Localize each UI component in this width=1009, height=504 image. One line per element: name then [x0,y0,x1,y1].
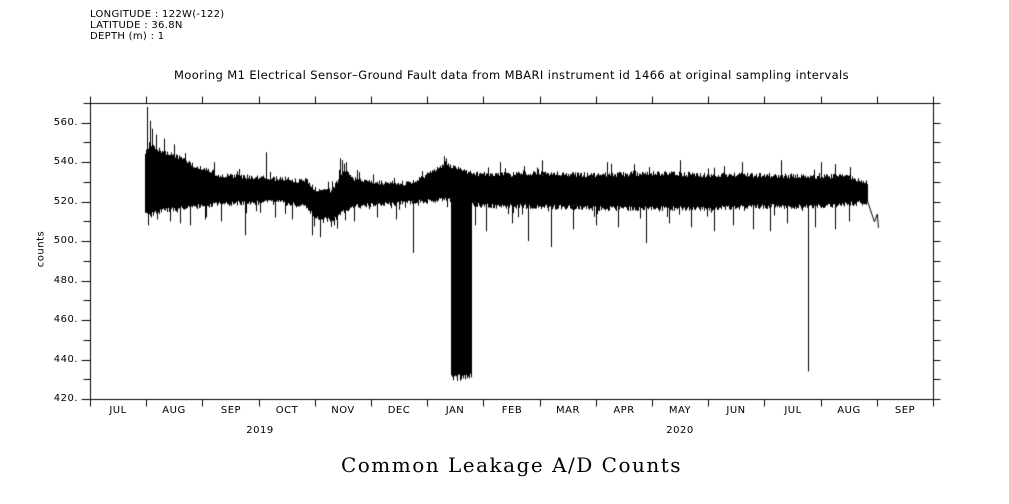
x-month-label-2: SEP [220,405,242,416]
y-tick-label-480: 480. [53,275,78,286]
x-month-label-5: DEC [387,405,411,416]
x-month-label-0: JUL [109,405,127,416]
plot-title: Mooring M1 Electrical Sensor–Ground Faul… [173,68,850,82]
y-tick-label-500: 500. [53,235,78,246]
y-tick-label-440: 440. [53,354,78,365]
x-month-label-12: JUL [784,405,802,416]
x-month-label-3: OCT [275,405,299,416]
x-year-label-2019: 2019 [246,425,274,436]
longitude-label: LONGITUDE : 122W(-122) [90,9,225,20]
x-month-label-1: AUG [162,405,186,416]
x-year-label-2020: 2020 [666,425,694,436]
x-month-label-14: SEP [894,405,916,416]
y-tick-label-420: 420. [53,393,78,404]
y-tick-label-460: 460. [53,314,78,325]
x-month-label-4: NOV [331,405,355,416]
x-month-label-9: APR [613,405,635,416]
x-month-label-10: MAY [668,405,692,416]
metadata-block: LONGITUDE : 122W(-122) LATITUDE : 36.8N … [90,9,225,42]
x-month-label-11: JUN [726,405,746,416]
figure-caption: Common Leakage A/D Counts [340,453,683,477]
x-month-label-13: AUG [837,405,861,416]
x-month-label-6: JAN [445,405,465,416]
x-month-label-7: FEB [501,405,523,416]
depth-label: DEPTH (m) : 1 [90,31,165,42]
y-tick-label-540: 540. [53,156,78,167]
latitude-label: LATITUDE : 36.8N [90,20,183,31]
y-tick-label-520: 520. [53,196,78,207]
x-month-label-8: MAR [556,405,580,416]
y-tick-label-560: 560. [53,117,78,128]
